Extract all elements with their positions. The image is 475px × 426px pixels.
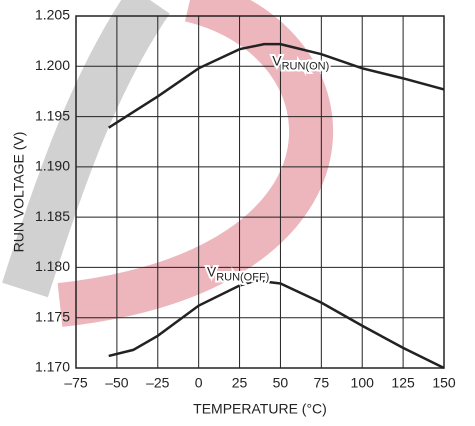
watermark-red	[57, 0, 334, 327]
x-tick-label: –75	[64, 375, 88, 391]
x-tick-label: 50	[273, 375, 289, 391]
y-tick-label: 1.200	[35, 57, 70, 73]
x-tick-label: 75	[314, 375, 330, 391]
watermark-gray	[2, 0, 170, 298]
y-tick-label: 1.190	[35, 158, 70, 174]
x-axis-label: TEMPERATURE (°C)	[193, 401, 327, 417]
series-label: VRUN(OFF)	[207, 263, 270, 283]
y-tick-label: 1.185	[35, 208, 70, 224]
y-tick-label: 1.195	[35, 107, 70, 123]
line	[108, 279, 445, 370]
x-tick-label: –25	[146, 375, 170, 391]
x-tick-label: –50	[105, 375, 129, 391]
y-tick-label: 1.180	[35, 258, 70, 274]
series-label-main: V	[272, 52, 282, 68]
series-label-sub: RUN(ON)	[282, 60, 330, 72]
y-tick-label: 1.170	[35, 359, 70, 375]
x-tick-label: 125	[391, 375, 415, 391]
y-tick-label: 1.175	[35, 308, 70, 324]
x-tick-label: 100	[351, 375, 375, 391]
line	[108, 42, 445, 129]
y-axis-label: RUN VOLTAGE (V)	[11, 132, 27, 253]
y-tick-label: 1.205	[35, 7, 70, 23]
x-tick-label: 0	[195, 375, 203, 391]
plot-frame	[75, 15, 445, 369]
series-label-sub: RUN(OFF)	[216, 271, 269, 283]
x-tick-label: 25	[232, 375, 248, 391]
series-label: VRUN(ON)	[272, 52, 329, 72]
series-label-main: V	[207, 263, 217, 279]
x-tick-label: 150	[432, 375, 456, 391]
